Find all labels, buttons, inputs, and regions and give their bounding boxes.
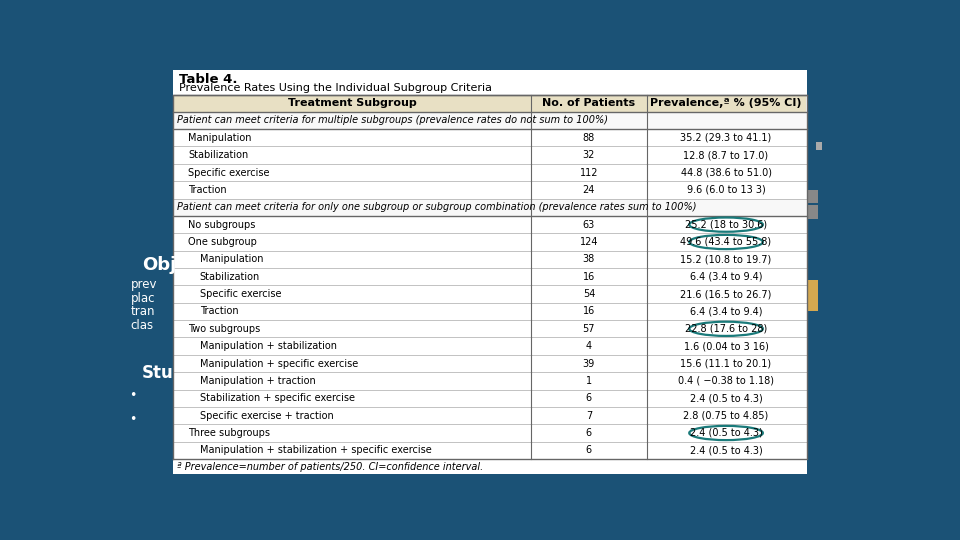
Text: Prevalence Rates Using the Individual Subgroup Criteria: Prevalence Rates Using the Individual Su… [179, 83, 492, 92]
Bar [174, 424, 805, 442]
Text: plac: plac [131, 292, 156, 305]
Text: 44.8 (38.6 to 51.0): 44.8 (38.6 to 51.0) [681, 167, 772, 178]
Bar [808, 190, 818, 204]
Bar [174, 146, 805, 164]
Bar [174, 199, 805, 216]
Bar [174, 251, 805, 268]
Text: 22.8 (17.6 to 28): 22.8 (17.6 to 28) [684, 324, 767, 334]
Bar [174, 338, 805, 355]
Text: 21.6 (16.5 to 26.7): 21.6 (16.5 to 26.7) [681, 289, 772, 299]
Text: 24: 24 [583, 185, 595, 195]
Text: Manipulation: Manipulation [200, 254, 263, 265]
Text: Manipulation: Manipulation [188, 133, 252, 143]
Text: Manipulation + stabilization: Manipulation + stabilization [200, 341, 337, 351]
Text: No. of Patients: No. of Patients [542, 98, 636, 109]
Text: Traction: Traction [188, 185, 227, 195]
Text: Manipulation + specific exercise: Manipulation + specific exercise [200, 359, 358, 368]
Text: Specific exercise + traction: Specific exercise + traction [200, 410, 333, 421]
Text: Treatment Subgroup: Treatment Subgroup [288, 98, 417, 109]
Text: 6.4 (3.4 to 9.4): 6.4 (3.4 to 9.4) [690, 307, 762, 316]
Text: 6: 6 [586, 446, 592, 455]
Text: Table 4.: Table 4. [179, 73, 237, 86]
Bar [174, 372, 805, 389]
Text: 6.4 (3.4 to 9.4): 6.4 (3.4 to 9.4) [690, 272, 762, 282]
Bar [174, 95, 805, 112]
Text: •: • [130, 389, 136, 402]
Text: 25.2 (18 to 30.6): 25.2 (18 to 30.6) [685, 220, 767, 229]
Bar [174, 233, 805, 251]
Text: 49.6 (43.4 to 55.8): 49.6 (43.4 to 55.8) [681, 237, 772, 247]
Text: 1: 1 [586, 376, 592, 386]
Bar [174, 216, 805, 233]
Text: •: • [130, 413, 136, 426]
Text: 16: 16 [583, 272, 595, 282]
Text: Obj: Obj [142, 256, 176, 274]
Text: No subgroups: No subgroups [188, 220, 255, 229]
Text: ª Prevalence=number of patients/250. CI=confidence interval.: ª Prevalence=number of patients/250. CI=… [178, 462, 484, 472]
Text: 0.4 ( −0.38 to 1.18): 0.4 ( −0.38 to 1.18) [678, 376, 774, 386]
Bar [174, 112, 805, 129]
Text: Stu: Stu [142, 364, 174, 382]
Text: 7: 7 [586, 410, 592, 421]
Text: prev: prev [131, 278, 157, 291]
Text: Prevalence,ª % (95% CI): Prevalence,ª % (95% CI) [650, 98, 802, 109]
Bar [808, 280, 818, 311]
Text: 88: 88 [583, 133, 595, 143]
Text: Specific exercise: Specific exercise [200, 289, 281, 299]
Bar [174, 407, 805, 424]
Text: Stabilization: Stabilization [188, 150, 249, 160]
Text: 6: 6 [586, 428, 592, 438]
Bar [174, 268, 805, 286]
Text: clas: clas [131, 319, 154, 332]
Text: 35.2 (29.3 to 41.1): 35.2 (29.3 to 41.1) [681, 133, 772, 143]
Text: Patient can meet criteria for multiple subgroups (prevalence rates do not sum to: Patient can meet criteria for multiple s… [178, 116, 609, 125]
Text: 63: 63 [583, 220, 595, 229]
Text: Manipulation + traction: Manipulation + traction [200, 376, 316, 386]
Text: 38: 38 [583, 254, 595, 265]
Text: 9.6 (6.0 to 13 3): 9.6 (6.0 to 13 3) [686, 185, 765, 195]
Text: 15.6 (11.1 to 20.1): 15.6 (11.1 to 20.1) [681, 359, 772, 368]
Text: 15.2 (10.8 to 19.7): 15.2 (10.8 to 19.7) [681, 254, 772, 265]
Text: 16: 16 [583, 307, 595, 316]
Bar [174, 389, 805, 407]
Text: 112: 112 [580, 167, 598, 178]
Text: Specific exercise: Specific exercise [188, 167, 270, 178]
Text: Traction: Traction [200, 307, 238, 316]
Text: Manipulation + stabilization + specific exercise: Manipulation + stabilization + specific … [200, 446, 432, 455]
Bar [816, 142, 822, 150]
Text: 2.4 (0.5 to 4.3): 2.4 (0.5 to 4.3) [689, 393, 762, 403]
Text: 6: 6 [586, 393, 592, 403]
Text: Stabilization: Stabilization [200, 272, 260, 282]
Text: 57: 57 [583, 324, 595, 334]
Bar [174, 164, 805, 181]
Bar [174, 320, 805, 338]
Text: Stabilization + specific exercise: Stabilization + specific exercise [200, 393, 355, 403]
Text: 2.4 (0.5 to 4.3): 2.4 (0.5 to 4.3) [689, 446, 762, 455]
Text: 2.8 (0.75 to 4.85): 2.8 (0.75 to 4.85) [684, 410, 769, 421]
Text: Three subgroups: Three subgroups [188, 428, 270, 438]
Text: 39: 39 [583, 359, 595, 368]
Bar [174, 355, 805, 372]
Text: tran: tran [131, 306, 156, 319]
Text: 124: 124 [580, 237, 598, 247]
Text: 4: 4 [586, 341, 592, 351]
Text: 12.8 (8.7 to 17.0): 12.8 (8.7 to 17.0) [684, 150, 769, 160]
Bar [174, 286, 805, 303]
Text: 1.6 (0.04 to 3 16): 1.6 (0.04 to 3 16) [684, 341, 769, 351]
Text: 54: 54 [583, 289, 595, 299]
Bar [174, 442, 805, 459]
Text: Two subgroups: Two subgroups [188, 324, 260, 334]
Bar [173, 70, 806, 475]
Bar [808, 205, 818, 219]
Text: Patient can meet criteria for only one subgroup or subgroup combination (prevale: Patient can meet criteria for only one s… [178, 202, 697, 212]
Text: 2.4 (0.5 to 4.3): 2.4 (0.5 to 4.3) [689, 428, 762, 438]
Bar [174, 181, 805, 199]
Bar [174, 303, 805, 320]
Text: 32: 32 [583, 150, 595, 160]
Text: One subgroup: One subgroup [188, 237, 257, 247]
Bar [174, 129, 805, 146]
